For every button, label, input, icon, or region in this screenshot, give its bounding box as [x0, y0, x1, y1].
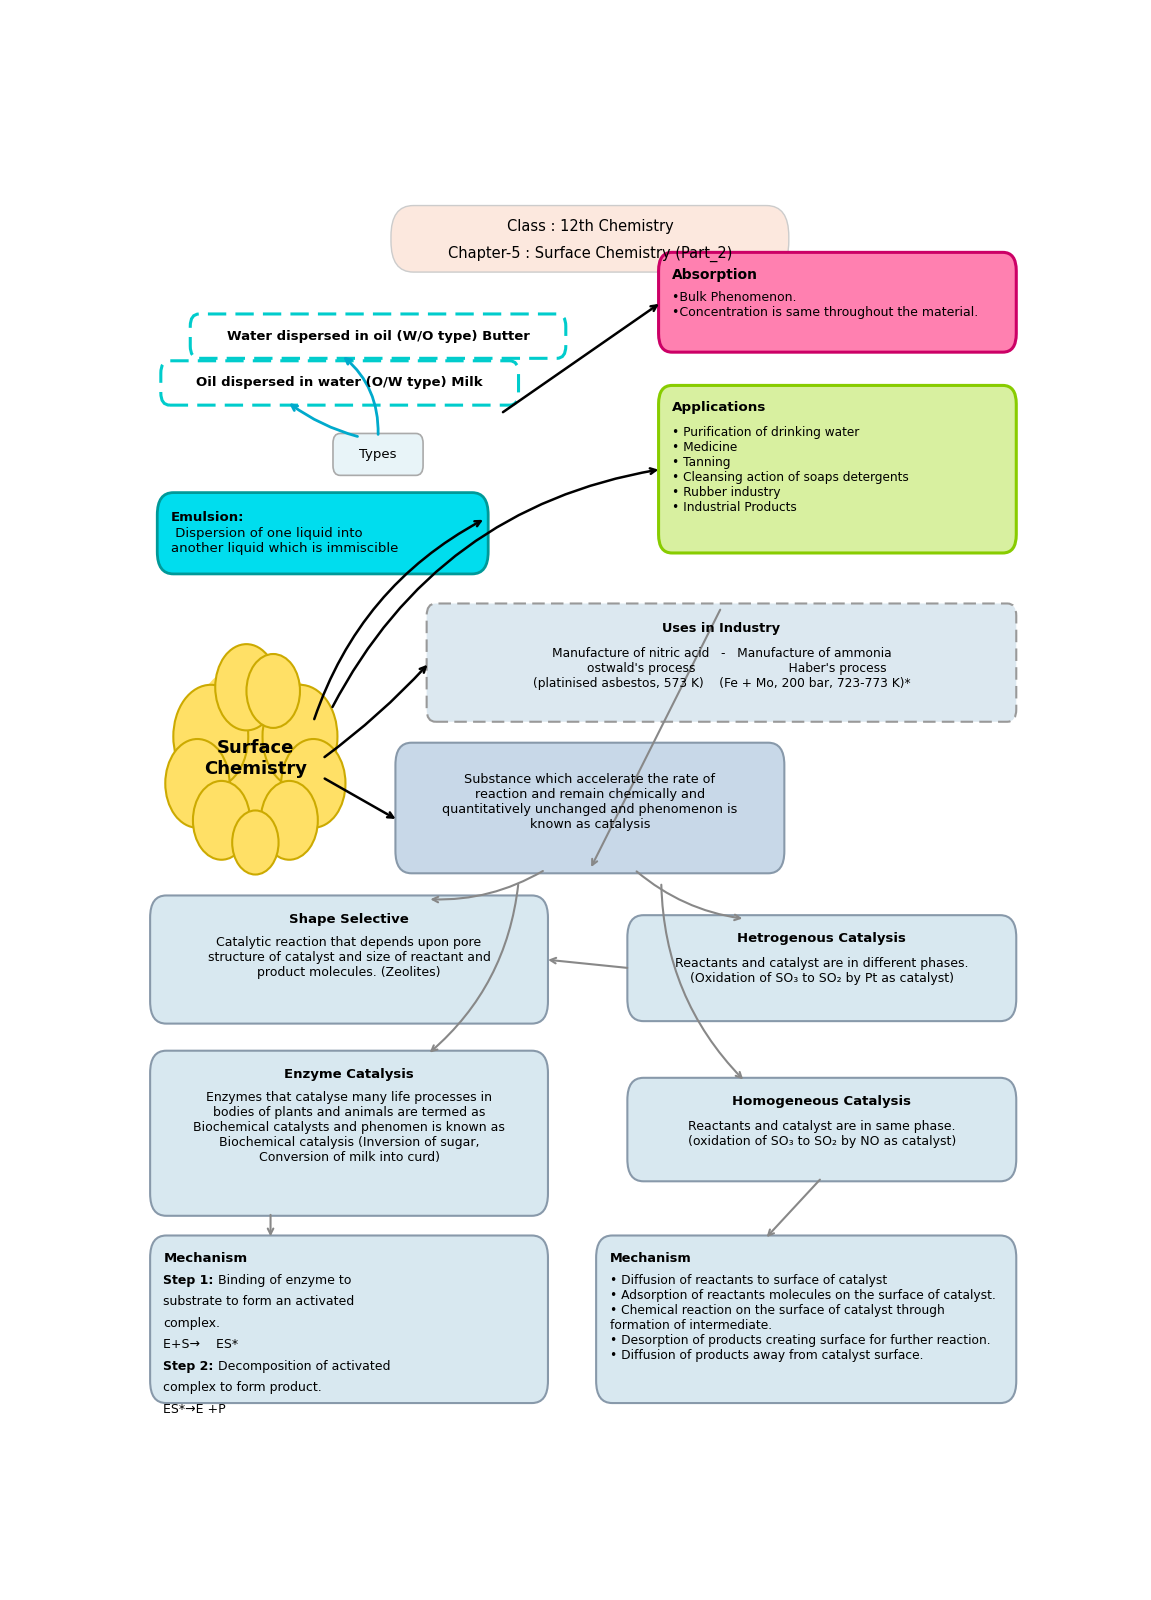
Text: Step 1:: Step 1:	[163, 1274, 214, 1286]
FancyBboxPatch shape	[161, 360, 519, 405]
Circle shape	[215, 645, 277, 730]
FancyBboxPatch shape	[333, 434, 424, 475]
FancyBboxPatch shape	[596, 1235, 1016, 1403]
Text: ES*→E +P: ES*→E +P	[163, 1403, 226, 1416]
Text: • Purification of drinking water
• Medicine
• Tanning
• Cleansing action of soap: • Purification of drinking water • Medic…	[672, 426, 908, 514]
Text: Water dispersed in oil (W/O type) Butter: Water dispersed in oil (W/O type) Butter	[227, 330, 529, 342]
Text: Emulsion:: Emulsion:	[170, 510, 244, 525]
Text: •Bulk Phenomenon.
•Concentration is same throughout the material.: •Bulk Phenomenon. •Concentration is same…	[672, 291, 978, 318]
Text: Class : 12th Chemistry: Class : 12th Chemistry	[506, 219, 673, 234]
Text: Decomposition of activated: Decomposition of activated	[214, 1360, 391, 1373]
FancyBboxPatch shape	[190, 314, 566, 358]
FancyBboxPatch shape	[158, 493, 488, 574]
FancyBboxPatch shape	[427, 603, 1016, 722]
Text: Surface
Chemistry: Surface Chemistry	[204, 739, 307, 778]
Text: complex to form product.: complex to form product.	[163, 1381, 322, 1395]
Text: • Diffusion of reactants to surface of catalyst
• Adsorption of reactants molecu: • Diffusion of reactants to surface of c…	[610, 1274, 996, 1362]
Text: Homogeneous Catalysis: Homogeneous Catalysis	[732, 1094, 912, 1109]
Text: Uses in Industry: Uses in Industry	[662, 622, 780, 635]
Text: Chapter-5 : Surface Chemistry (Part_2): Chapter-5 : Surface Chemistry (Part_2)	[448, 245, 732, 262]
Text: E+S→    ES*: E+S→ ES*	[163, 1338, 238, 1352]
Circle shape	[262, 685, 337, 789]
Text: Mechanism: Mechanism	[610, 1251, 692, 1264]
Text: substrate to form an activated: substrate to form an activated	[163, 1296, 355, 1309]
FancyBboxPatch shape	[627, 1078, 1016, 1181]
Circle shape	[261, 781, 318, 859]
Text: Absorption: Absorption	[672, 269, 759, 282]
Text: Applications: Applications	[672, 402, 767, 414]
FancyBboxPatch shape	[627, 915, 1016, 1021]
Text: Catalytic reaction that depends upon pore
structure of catalyst and size of reac: Catalytic reaction that depends upon por…	[207, 936, 490, 979]
FancyBboxPatch shape	[150, 1051, 548, 1216]
Text: Mechanism: Mechanism	[163, 1251, 247, 1264]
FancyBboxPatch shape	[150, 896, 548, 1024]
Text: Hetrogenous Catalysis: Hetrogenous Catalysis	[738, 933, 906, 946]
Text: Step 2:: Step 2:	[163, 1360, 214, 1373]
Circle shape	[246, 654, 300, 728]
Text: Binding of enzyme to: Binding of enzyme to	[214, 1274, 352, 1286]
Circle shape	[174, 685, 249, 789]
Text: Enzymes that catalyse many life processes in
bodies of plants and animals are te: Enzymes that catalyse many life processe…	[193, 1091, 505, 1165]
FancyBboxPatch shape	[658, 253, 1016, 352]
Text: Types: Types	[359, 448, 397, 461]
Text: Shape Selective: Shape Selective	[289, 912, 409, 926]
Text: Dispersion of one liquid into
another liquid which is immiscible: Dispersion of one liquid into another li…	[170, 526, 398, 555]
FancyBboxPatch shape	[396, 742, 784, 874]
Text: complex.: complex.	[163, 1317, 221, 1330]
FancyBboxPatch shape	[391, 205, 788, 272]
Text: Substance which accelerate the rate of
reaction and remain chemically and
quanti: Substance which accelerate the rate of r…	[442, 773, 738, 830]
Text: Reactants and catalyst are in different phases.
(Oxidation of SO₃ to SO₂ by Pt a: Reactants and catalyst are in different …	[676, 957, 968, 986]
FancyBboxPatch shape	[658, 386, 1016, 554]
Text: Enzyme Catalysis: Enzyme Catalysis	[284, 1067, 414, 1082]
Circle shape	[281, 739, 345, 827]
FancyBboxPatch shape	[150, 1235, 548, 1403]
Circle shape	[166, 739, 229, 827]
Text: Reactants and catalyst are in same phase.
(oxidation of SO₃ to SO₂ by NO as cata: Reactants and catalyst are in same phase…	[687, 1120, 956, 1147]
Circle shape	[193, 781, 250, 859]
Text: Oil dispersed in water (O/W type) Milk: Oil dispersed in water (O/W type) Milk	[197, 376, 483, 389]
Circle shape	[233, 811, 279, 875]
Circle shape	[204, 688, 307, 830]
Circle shape	[184, 661, 327, 858]
Text: Manufacture of nitric acid   -   Manufacture of ammonia
        ostwald's proces: Manufacture of nitric acid - Manufacture…	[533, 646, 910, 690]
